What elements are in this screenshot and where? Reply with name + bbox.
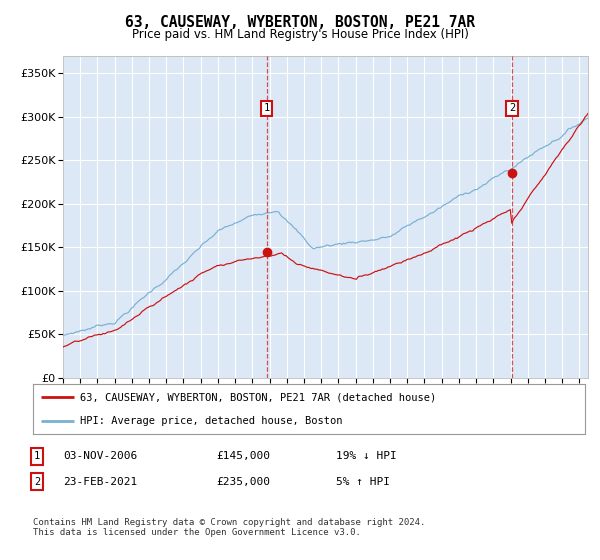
Text: 1: 1: [263, 103, 270, 113]
Text: 1: 1: [34, 451, 40, 461]
Text: 19% ↓ HPI: 19% ↓ HPI: [336, 451, 397, 461]
Text: 63, CAUSEWAY, WYBERTON, BOSTON, PE21 7AR (detached house): 63, CAUSEWAY, WYBERTON, BOSTON, PE21 7AR…: [80, 392, 436, 402]
Text: 03-NOV-2006: 03-NOV-2006: [63, 451, 137, 461]
Text: 2: 2: [34, 477, 40, 487]
Text: 2: 2: [509, 103, 515, 113]
Text: Price paid vs. HM Land Registry's House Price Index (HPI): Price paid vs. HM Land Registry's House …: [131, 28, 469, 41]
Text: 23-FEB-2021: 23-FEB-2021: [63, 477, 137, 487]
Text: 5% ↑ HPI: 5% ↑ HPI: [336, 477, 390, 487]
Text: Contains HM Land Registry data © Crown copyright and database right 2024.
This d: Contains HM Land Registry data © Crown c…: [33, 518, 425, 537]
Text: £145,000: £145,000: [216, 451, 270, 461]
Text: £235,000: £235,000: [216, 477, 270, 487]
Text: HPI: Average price, detached house, Boston: HPI: Average price, detached house, Bost…: [80, 417, 343, 426]
Text: 63, CAUSEWAY, WYBERTON, BOSTON, PE21 7AR: 63, CAUSEWAY, WYBERTON, BOSTON, PE21 7AR: [125, 15, 475, 30]
